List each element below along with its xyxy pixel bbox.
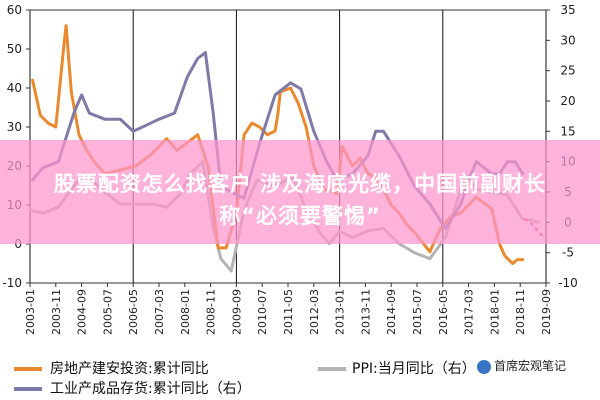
left-tick-label: 0 (14, 237, 22, 251)
left-tick-label: -10 (2, 276, 22, 290)
legend-swatch-construction (14, 367, 42, 371)
legend-swatch-ppi (318, 367, 346, 371)
x-tick-label: 2003-11 (50, 289, 63, 335)
x-tick-label: 2019-09 (540, 289, 553, 335)
x-tick-label: 2004-09 (76, 289, 89, 335)
x-tick-label: 2008-01 (179, 289, 192, 335)
x-tick-label: 2014-09 (385, 289, 398, 335)
x-tick-label: 2008-11 (205, 289, 218, 335)
x-tick-label: 2017-03 (463, 289, 476, 335)
x-tick-label: 2009-09 (230, 289, 243, 335)
x-tick-label: 2006-05 (127, 289, 140, 335)
x-tick-label: 2007-03 (153, 289, 166, 335)
left-tick-label: 30 (7, 120, 22, 134)
x-tick-label: 2015-07 (411, 289, 424, 335)
x-tick-label: 2013-11 (359, 289, 372, 335)
right-tick-label: 35 (560, 3, 575, 17)
wechat-icon (477, 360, 491, 374)
legend-label-inventory: 工业产成品存货:累计同比（右） (50, 381, 251, 397)
legend-label-ppi: PPI:当月同比（右） (352, 361, 476, 377)
right-tick-label: 30 (560, 33, 575, 47)
right-tick-label: -5 (562, 246, 574, 260)
left-tick-label: 50 (7, 42, 22, 56)
x-tick-label: 2018-11 (514, 289, 527, 335)
overlay-banner: 股票配资怎么找客户 涉及海底光缆，中国前副财长 称“必须要警惕” (0, 140, 600, 244)
x-tick-label: 2013-01 (334, 289, 347, 335)
watermark-label: 首席宏观笔记 (494, 359, 567, 373)
x-tick-label: 2018-01 (488, 289, 501, 335)
banner-line-2: 称“必须要警惕” (219, 204, 381, 228)
x-tick-label: 2005-07 (101, 289, 114, 335)
x-tick-label: 2016-05 (437, 289, 450, 335)
x-tick-label: 2010-07 (256, 289, 269, 335)
right-tick-label: 25 (560, 64, 575, 78)
left-tick-label: 40 (7, 81, 22, 95)
left-tick-label: 60 (7, 3, 22, 17)
right-tick-label: -10 (558, 276, 578, 290)
legend-label-construction: 房地产建安投资:累计同比 (50, 361, 209, 377)
legend-swatch-inventory (14, 387, 42, 391)
x-tick-label: 2012-03 (308, 289, 321, 335)
right-tick-label: 15 (560, 124, 575, 138)
x-tick-label: 2003-01 (24, 289, 37, 335)
x-tick-label: 2011-05 (282, 289, 295, 335)
right-tick-label: 20 (560, 94, 575, 108)
banner-line-1: 股票配资怎么找客户 涉及海底光缆，中国前副财长 (53, 172, 547, 196)
